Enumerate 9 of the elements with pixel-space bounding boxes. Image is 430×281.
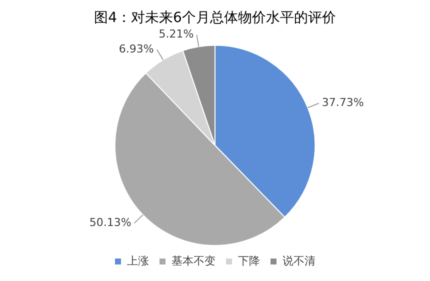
legend-label: 基本不变 (172, 254, 216, 268)
data-label: 50.13% (89, 216, 132, 230)
data-label: 6.93% (118, 42, 154, 56)
legend-label: 上涨 (127, 254, 149, 268)
data-label: 5.21% (158, 28, 194, 41)
legend-label: 下降 (238, 254, 260, 268)
data-label: 37.73% (322, 96, 364, 110)
chart-title: 图4：对未来6个月总体物价水平的评价 (94, 10, 336, 26)
legend-label: 说不清 (282, 254, 316, 268)
